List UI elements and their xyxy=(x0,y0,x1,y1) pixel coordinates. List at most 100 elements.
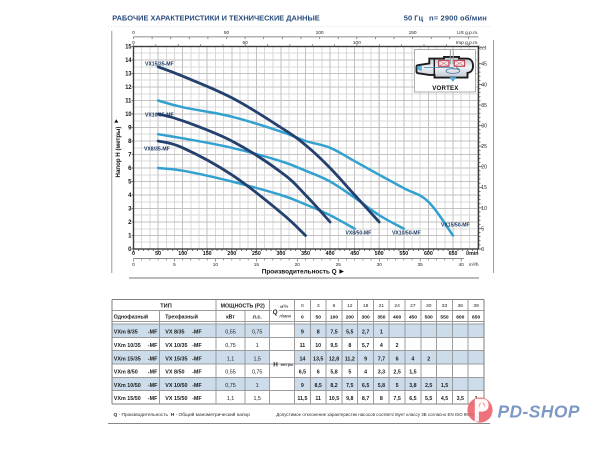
svg-text:VXm 8/50: VXm 8/50 xyxy=(114,370,138,376)
svg-text:5,5: 5,5 xyxy=(346,330,353,336)
svg-text:0: 0 xyxy=(132,251,135,257)
svg-text:20: 20 xyxy=(481,165,487,171)
svg-text:30: 30 xyxy=(481,124,487,130)
svg-text:8,5: 8,5 xyxy=(315,383,322,389)
svg-text:3,3: 3,3 xyxy=(378,370,385,376)
svg-text:550: 550 xyxy=(440,315,448,321)
svg-text:3,5: 3,5 xyxy=(457,396,464,402)
svg-text:350: 350 xyxy=(377,315,385,321)
svg-text:0,55: 0,55 xyxy=(225,330,236,336)
svg-text:-MF: -MF xyxy=(192,343,202,349)
svg-text:450: 450 xyxy=(409,315,417,321)
svg-text:VX8/35-MF: VX8/35-MF xyxy=(144,147,170,153)
svg-text:35: 35 xyxy=(418,262,424,268)
svg-text:7: 7 xyxy=(128,152,132,159)
svg-text:VX 15/35: VX 15/35 xyxy=(165,356,187,362)
svg-text:1: 1 xyxy=(256,383,259,389)
svg-text:9: 9 xyxy=(364,356,367,362)
svg-text:1,5: 1,5 xyxy=(441,383,448,389)
svg-text:5: 5 xyxy=(396,383,399,389)
svg-text:100: 100 xyxy=(330,315,338,321)
svg-text:feet: feet xyxy=(478,45,487,51)
svg-text:24: 24 xyxy=(394,303,400,309)
svg-text:Допустимое отклонение характер: Допустимое отклонение характеристик насо… xyxy=(276,412,475,417)
svg-text:Q - Производительность: Q - Производительность xyxy=(114,412,169,418)
svg-text:5: 5 xyxy=(348,370,351,376)
svg-text:l/min: l/min xyxy=(466,251,478,257)
svg-text:1: 1 xyxy=(128,233,132,240)
svg-text:МОЩНОСТЬ (P2): МОЩНОСТЬ (P2) xyxy=(221,304,265,310)
svg-text:VX15/35-MF: VX15/35-MF xyxy=(145,61,174,67)
svg-text:8: 8 xyxy=(128,138,132,145)
svg-text:500: 500 xyxy=(425,315,433,321)
svg-text:7,5: 7,5 xyxy=(346,383,353,389)
svg-text:0,75: 0,75 xyxy=(252,330,263,336)
svg-text:ТИП: ТИП xyxy=(160,304,171,310)
svg-text:7,5: 7,5 xyxy=(330,330,337,336)
svg-text:15: 15 xyxy=(481,185,487,191)
svg-text:H: H xyxy=(273,361,278,368)
svg-text:3: 3 xyxy=(128,206,132,213)
svg-text:РАБОЧИЕ ХАРАКТЕРИСТИКИ И ТЕХНИ: РАБОЧИЕ ХАРАКТЕРИСТИКИ И ТЕХНИЧЕСКИЕ ДАН… xyxy=(112,14,319,23)
svg-text:6: 6 xyxy=(128,165,132,172)
svg-text:2: 2 xyxy=(128,219,132,226)
svg-text:1,1: 1,1 xyxy=(227,396,235,402)
svg-text:300: 300 xyxy=(362,315,370,321)
svg-text:л/мин: л/мин xyxy=(279,313,291,318)
svg-text:2: 2 xyxy=(427,356,430,362)
svg-text:H - Общий манометрический напо: H - Общий манометрический напор xyxy=(171,411,250,418)
svg-text:39: 39 xyxy=(473,303,479,309)
svg-text:20: 20 xyxy=(295,262,301,268)
svg-text:Однофазный: Однофазный xyxy=(114,314,148,321)
svg-text:-MF: -MF xyxy=(148,356,158,362)
svg-text:7,5: 7,5 xyxy=(393,396,400,402)
svg-text:2,7: 2,7 xyxy=(362,330,369,336)
svg-text:10: 10 xyxy=(481,206,487,212)
svg-text:-MF: -MF xyxy=(148,370,158,376)
svg-text:0,75: 0,75 xyxy=(225,343,236,349)
svg-text:6: 6 xyxy=(317,370,320,376)
svg-text:кВт: кВт xyxy=(226,315,235,321)
svg-text:-MF: -MF xyxy=(192,370,202,376)
svg-text:8: 8 xyxy=(348,343,351,349)
svg-text:Q: Q xyxy=(273,309,278,316)
svg-text:150: 150 xyxy=(409,30,417,36)
svg-text:4: 4 xyxy=(411,356,414,362)
svg-text:33: 33 xyxy=(442,303,448,309)
svg-text:100: 100 xyxy=(178,251,187,257)
svg-text:м³/ч: м³/ч xyxy=(280,304,289,309)
svg-text:4: 4 xyxy=(128,192,132,199)
svg-text:VXm 8/35: VXm 8/35 xyxy=(114,330,138,336)
svg-text:100: 100 xyxy=(316,30,324,36)
svg-text:-MF: -MF xyxy=(192,396,202,402)
svg-text:10: 10 xyxy=(315,343,321,349)
svg-text:11: 11 xyxy=(300,343,306,349)
svg-text:Imp g.p.m.: Imp g.p.m. xyxy=(456,40,479,46)
svg-text:11,2: 11,2 xyxy=(345,356,355,362)
svg-text:2,5: 2,5 xyxy=(425,383,432,389)
svg-text:200: 200 xyxy=(227,251,236,257)
svg-text:50: 50 xyxy=(243,40,249,46)
svg-text:600: 600 xyxy=(456,315,464,321)
svg-text:m³/h: m³/h xyxy=(469,262,479,268)
svg-text:n= 2900 об/мин: n= 2900 об/мин xyxy=(429,14,487,23)
svg-text:12: 12 xyxy=(347,303,353,309)
svg-text:1: 1 xyxy=(380,330,383,336)
svg-text:2: 2 xyxy=(396,343,399,349)
svg-text:7,7: 7,7 xyxy=(378,356,385,362)
svg-text:50 Гц: 50 Гц xyxy=(404,14,424,23)
svg-text:PD-SHOP: PD-SHOP xyxy=(498,402,580,422)
svg-text:4: 4 xyxy=(380,343,383,349)
svg-text:150: 150 xyxy=(203,251,212,257)
svg-text:6,5: 6,5 xyxy=(362,383,369,389)
svg-text:6: 6 xyxy=(333,303,336,309)
svg-text:650: 650 xyxy=(449,251,458,257)
svg-text:2,5: 2,5 xyxy=(393,370,400,376)
svg-text:VXm 10/35: VXm 10/35 xyxy=(114,343,141,349)
svg-text:1: 1 xyxy=(256,343,259,349)
svg-text:1,5: 1,5 xyxy=(409,370,416,376)
svg-text:50: 50 xyxy=(155,251,161,257)
svg-text:12,8: 12,8 xyxy=(329,356,339,362)
svg-text:Напор H (метры): Напор H (метры) xyxy=(115,127,122,178)
svg-text:500: 500 xyxy=(375,251,384,257)
